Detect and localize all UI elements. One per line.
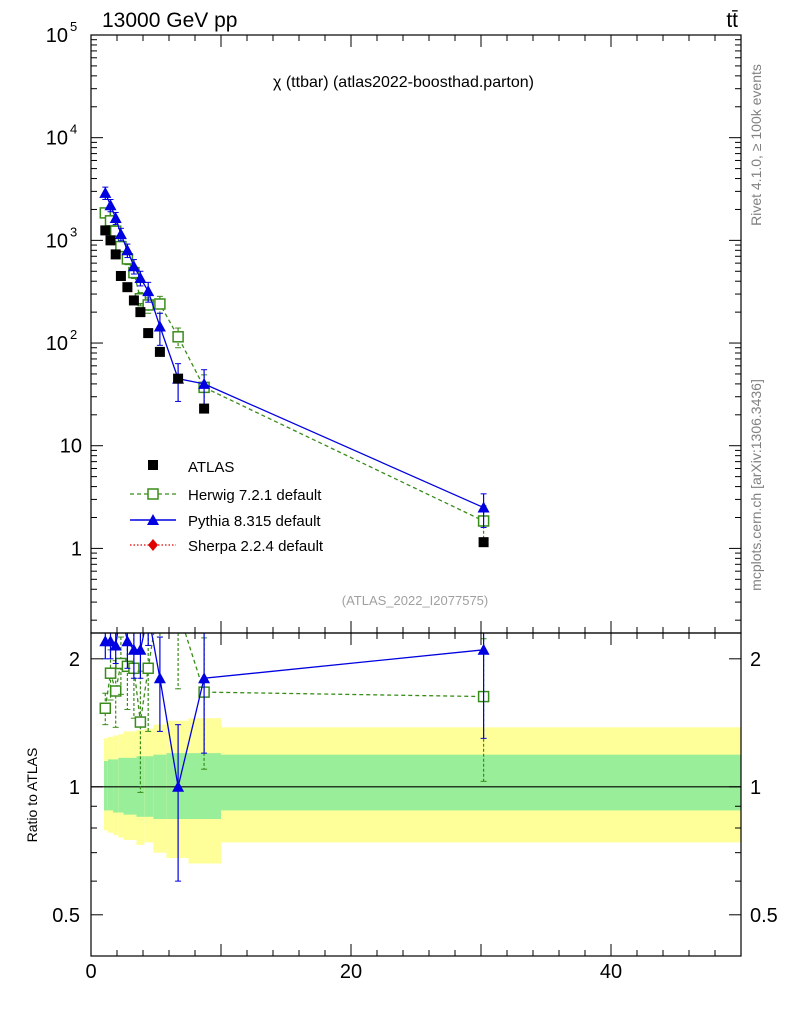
legend-marker-sherpa [148, 539, 158, 551]
legend-label-sherpa: Sherpa 2.2.4 default [188, 538, 324, 555]
main-atlas-marker [111, 249, 121, 259]
ratio-panel: 0 20 40 0.5 0.5 1 1 2 2 [52, 35, 778, 983]
main-pythia-marker [142, 285, 154, 296]
ratio-y-tick-label: 1 [69, 777, 80, 799]
band-inner-segment [221, 755, 741, 811]
main-pythia-marker [99, 187, 111, 198]
energy-label: 13000 GeV pp [102, 9, 237, 32]
band-inner-segment [113, 759, 118, 812]
main-atlas-marker [106, 235, 116, 245]
x-tick-label: 20 [340, 961, 362, 983]
main-herwig-marker [155, 299, 165, 309]
ratio-uncertainty-band [91, 718, 741, 863]
x-tick-label: 0 [85, 961, 96, 983]
rivet-version-label: Rivet 4.1.0, ≥ 100k events [748, 64, 764, 226]
main-herwig-line [105, 213, 483, 521]
legend-marker-herwig [148, 489, 158, 499]
band-inner-segment [104, 761, 108, 810]
chart-title: χ (ttbar) (atlas2022-boosthad.parton) [273, 74, 534, 91]
legend: ATLAS Herwig 7.2.1 default Pythia 8.315 … [130, 459, 324, 555]
process-label: tt̄ [726, 9, 738, 32]
main-pythia-marker [105, 199, 117, 210]
main-y-tick-label: 10 [60, 436, 82, 458]
main-atlas-marker [143, 328, 153, 338]
main-atlas-marker [173, 374, 183, 384]
ratio-y-tick-label-right: 0.5 [750, 905, 778, 927]
mcplots-site-label: mcplots.cern.ch [arXiv:1306.3436] [748, 379, 764, 591]
main-atlas-marker [129, 295, 139, 305]
legend-marker-atlas [148, 460, 158, 470]
main-atlas-marker [135, 307, 145, 317]
main-atlas-marker [155, 347, 165, 357]
main-pythia-marker [154, 320, 166, 331]
main-y-tick-label: 10 [46, 230, 68, 252]
ratio-pythia-marker [478, 644, 490, 655]
main-y-tick-label: 10 [46, 333, 68, 355]
main-pythia-marker [478, 502, 490, 513]
main-herwig-marker [173, 332, 183, 342]
legend-label-pythia: Pythia 8.315 default [188, 513, 321, 530]
x-tick-label: 40 [600, 961, 622, 983]
ratio-y-tick-label: 0.5 [52, 905, 80, 927]
main-atlas-marker [199, 404, 209, 414]
band-inner-segment [189, 753, 222, 819]
main-y-tick-label: 10 [46, 128, 68, 150]
main-atlas-marker [116, 271, 126, 281]
legend-label-herwig: Herwig 7.2.1 default [188, 487, 322, 504]
ratio-herwig-marker [100, 703, 110, 713]
ratio-herwig-line [105, 593, 483, 722]
plot-canvas: 13000 GeV pp tt̄ χ (ttbar) (atlas2022-bo… [0, 0, 786, 1024]
main-y-tick-label: 10 [46, 25, 68, 47]
legend-label-atlas: ATLAS [188, 459, 234, 476]
ratio-axis-label: Ratio to ATLAS [24, 748, 40, 843]
ratio-y-tick-label-right: 2 [750, 649, 761, 671]
ratio-pythia-marker [154, 672, 166, 683]
main-atlas-marker [479, 537, 489, 547]
ratio-y-tick-label-right: 1 [750, 777, 761, 799]
analysis-label: (ATLAS_2022_I2077575) [342, 593, 488, 608]
band-inner-segment [108, 759, 113, 810]
main-atlas-marker [122, 282, 132, 292]
ratio-herwig-marker [135, 717, 145, 727]
main-y-tick-exponent: 2 [70, 327, 77, 342]
main-atlas-marker [100, 225, 110, 235]
main-y-tick-exponent: 3 [70, 224, 77, 239]
ratio-herwig-marker [106, 668, 116, 678]
ratio-herwig-marker [143, 663, 153, 673]
ratio-y-tick-label: 2 [69, 649, 80, 671]
band-inner-segment [118, 758, 123, 813]
main-y-tick-exponent: 4 [70, 122, 77, 137]
main-y-tick-label: 1 [71, 538, 82, 560]
main-y-tick-exponent: 5 [70, 19, 77, 34]
